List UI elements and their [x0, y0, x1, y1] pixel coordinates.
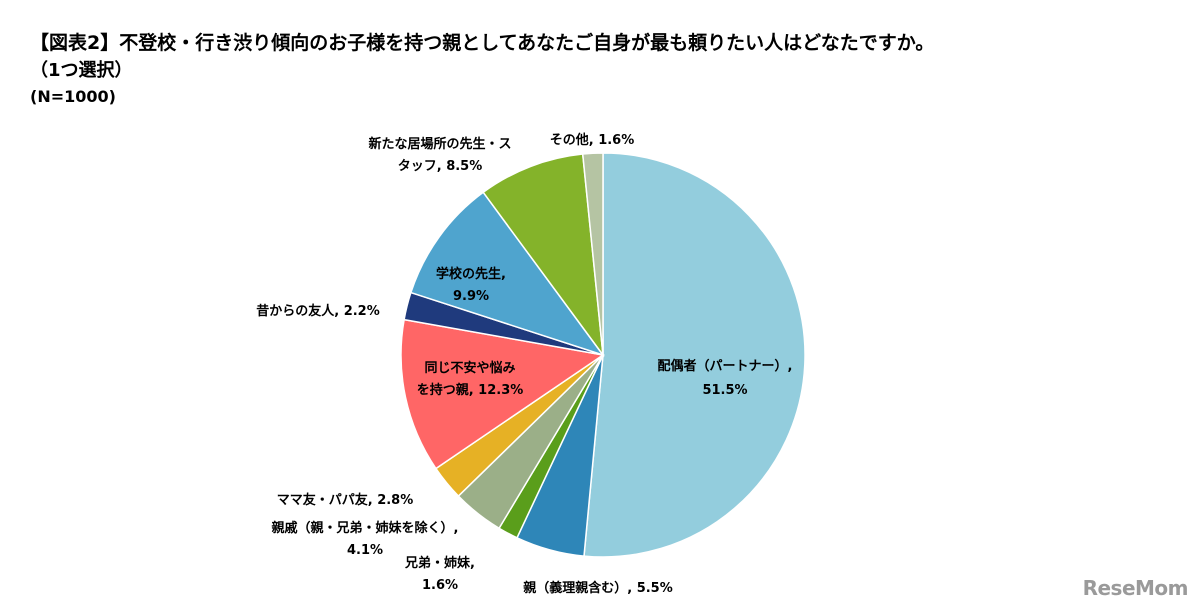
watermark-logo: ReseMom [1082, 576, 1189, 600]
title-block: 【図表2】不登校・行き渋り傾向のお子様を持つ親としてあなたご自身が最も頼りたい人… [30, 30, 934, 110]
pie-slice-label-line: その他, 1.6% [550, 132, 635, 148]
pie-slice-label-line: 1.6% [422, 578, 458, 593]
pie-slice [400, 318, 605, 470]
pie-slice-label-line: 親（義理親含む）, 5.5% [523, 580, 673, 596]
pie-slice-label-line: 学校の先生, [436, 266, 506, 282]
pie-slice-label-line: 昔からの友人, 2.2% [256, 303, 380, 319]
pie-slice-label-line: 同じ不安や悩み [424, 360, 515, 376]
chart-subtitle: （1つ選択） [30, 60, 133, 81]
pie-slice-label: 昔からの友人, 2.2% [256, 303, 380, 319]
pie-slice [583, 152, 806, 558]
pie-slice-label: 親戚（親・兄弟・姉妹を除く）, 4.1% [272, 520, 459, 558]
pie-slice-label: 新たな居場所の先生・スタッフ, 8.5% [368, 136, 511, 174]
chart-title: 【図表2】不登校・行き渋り傾向のお子様を持つ親としてあなたご自身が最も頼りたい人… [30, 32, 935, 54]
pie-slice-label: 配偶者（パートナー）, 51.5% [658, 358, 793, 398]
pie-slice-label: 兄弟・姉妹, 1.6% [404, 555, 475, 593]
pie-slice-label-line: ママ友・パパ友, 2.8% [277, 492, 414, 508]
pie-slices [400, 152, 806, 558]
pie-slice-label: その他, 1.6% [550, 132, 635, 148]
pie-slice-label-line: 親戚（親・兄弟・姉妹を除く）, [272, 520, 459, 536]
sample-size: (N=1000) [30, 87, 116, 106]
pie-labels: 配偶者（パートナー）, 51.5% 親（義理親含む）, 5.5% 兄弟・姉妹, 1.6%… [256, 132, 792, 596]
pie-slice-label-line: 配偶者（パートナー）, [658, 358, 793, 374]
pie-slice [482, 153, 605, 358]
pie-slice-label-line: 9.9% [453, 289, 489, 304]
pie-slice [409, 191, 605, 357]
pie-slice-label: ママ友・パパ友, 2.8% [277, 492, 414, 508]
pie-slice-label-line: を持つ親, 12.3% [417, 382, 524, 398]
pie-slice-label: 同じ不安や悩みを持つ親, 12.3% [417, 360, 524, 398]
pie-slice-label: 親（義理親含む）, 5.5% [523, 580, 673, 596]
pie-slice-label: 学校の先生, 9.9% [436, 266, 506, 304]
pie-slice-label-line: タッフ, 8.5% [398, 159, 483, 174]
pie-slice-label-line: 4.1% [347, 543, 383, 558]
pie-slice-label-line: 新たな居場所の先生・ス [368, 136, 511, 152]
pie-slice-label-line: 51.5% [702, 383, 747, 398]
pie-slice [581, 152, 604, 356]
pie-slice-label-line: 兄弟・姉妹, [404, 555, 475, 571]
